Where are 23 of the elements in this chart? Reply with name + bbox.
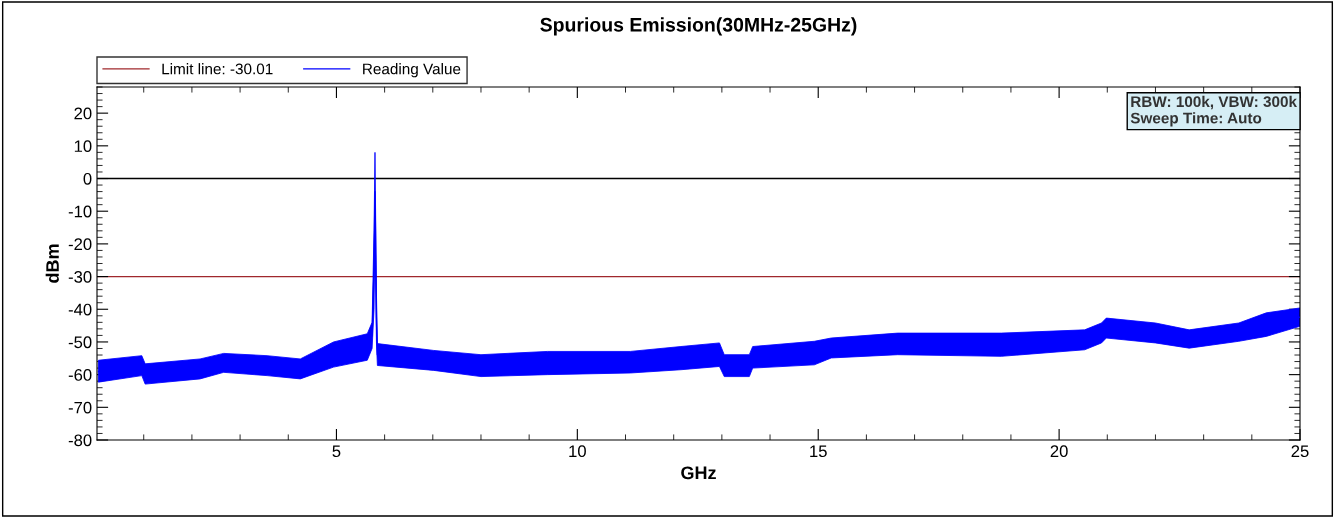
legend-label: Limit line: -30.01	[162, 63, 273, 75]
y-tick-label: 10	[74, 140, 92, 153]
annotation: RBW: 100k, VBW: 300k	[1131, 95, 1298, 110]
y-tick-label: -40	[68, 303, 92, 316]
x-tick-label: 15	[810, 445, 827, 458]
legend-label: Reading Value	[363, 63, 461, 78]
y-tick-label: -20	[68, 238, 92, 251]
x-tick-label: 20	[1050, 445, 1068, 458]
y-tick-label: -60	[68, 369, 92, 381]
y-tick-label: -50	[68, 336, 92, 349]
y-tick-label: -80	[68, 434, 92, 447]
chart-title: Spurious Emission(30MHz-25GHz)	[540, 17, 857, 36]
x-axis-title: GHz	[681, 466, 716, 480]
y-tick-label: 0	[83, 172, 92, 185]
y-tick-label: -10	[68, 205, 92, 218]
x-tick-label: 25	[1291, 445, 1309, 458]
y-axis-title: dBm	[45, 244, 59, 283]
x-tick-label: 5	[332, 445, 341, 458]
annotation: Sweep Time: Auto	[1130, 112, 1262, 127]
x-tick-label: 10	[569, 445, 586, 458]
y-tick-label: 20	[74, 107, 92, 120]
y-tick-label: -70	[68, 401, 92, 414]
y-tick-label: -30	[68, 270, 92, 283]
